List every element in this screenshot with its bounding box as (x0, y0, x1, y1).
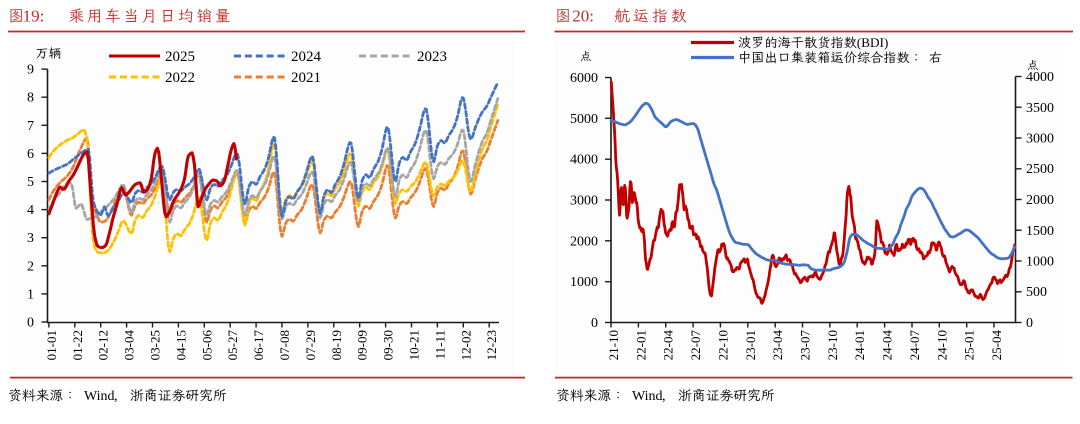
svg-text:2022: 2022 (165, 70, 195, 86)
svg-text:2025: 2025 (165, 49, 195, 65)
svg-text:0: 0 (1026, 316, 1033, 331)
svg-text:3500: 3500 (1026, 101, 1054, 116)
svg-text:7: 7 (27, 119, 34, 134)
svg-text:1500: 1500 (1026, 224, 1054, 239)
svg-text:4000: 4000 (1026, 70, 1054, 85)
svg-text:07-08: 07-08 (277, 330, 292, 360)
svg-text:21-10: 21-10 (606, 330, 621, 360)
svg-text:6000: 6000 (570, 71, 598, 86)
svg-text:3000: 3000 (570, 194, 598, 209)
svg-text:2021: 2021 (291, 70, 321, 86)
svg-text:0: 0 (591, 316, 598, 331)
svg-text:5000: 5000 (570, 112, 598, 127)
svg-text:22-07: 22-07 (688, 330, 703, 361)
svg-text:12-02: 12-02 (458, 330, 473, 360)
svg-text:02-12: 02-12 (96, 330, 111, 360)
svg-text:11-11: 11-11 (432, 330, 447, 359)
svg-text:04-15: 04-15 (173, 330, 188, 360)
svg-text:1000: 1000 (570, 275, 598, 290)
svg-text:8: 8 (27, 91, 34, 106)
svg-text:25-04: 25-04 (989, 330, 1004, 361)
svg-text:3: 3 (27, 231, 34, 246)
svg-text:6: 6 (27, 147, 34, 162)
svg-text:24-04: 24-04 (880, 330, 895, 361)
svg-text:07-29: 07-29 (303, 330, 318, 360)
svg-text:22-04: 22-04 (661, 330, 676, 361)
svg-text:9: 9 (27, 63, 34, 78)
svg-text:10-21: 10-21 (406, 330, 421, 360)
svg-text:03-25: 03-25 (147, 330, 162, 360)
svg-text:24-01: 24-01 (852, 330, 867, 360)
svg-text:23-10: 23-10 (825, 330, 840, 360)
svg-text:05-27: 05-27 (225, 330, 240, 361)
svg-text:5: 5 (27, 175, 34, 190)
svg-text:25-01: 25-01 (962, 330, 977, 360)
svg-text:24-10: 24-10 (934, 330, 949, 360)
svg-text:23-07: 23-07 (797, 330, 812, 361)
svg-text:Wind: Wind (84, 389, 115, 404)
svg-text:12-23: 12-23 (484, 330, 499, 360)
svg-text:24-07: 24-07 (907, 330, 922, 361)
svg-text:09-30: 09-30 (381, 330, 396, 360)
svg-text:2500: 2500 (1026, 162, 1054, 177)
svg-text:4: 4 (27, 203, 34, 218)
svg-text:03-04: 03-04 (122, 330, 137, 361)
svg-text:22-01: 22-01 (633, 330, 648, 360)
svg-text:08-19: 08-19 (329, 330, 344, 360)
svg-text:01-22: 01-22 (70, 330, 85, 360)
svg-text:Wind: Wind (632, 389, 663, 404)
svg-text:1000: 1000 (1026, 255, 1054, 270)
svg-text:22-10: 22-10 (715, 330, 730, 360)
svg-text:20:: 20: (572, 7, 594, 26)
svg-text:2023: 2023 (417, 49, 447, 65)
svg-text:3000: 3000 (1026, 132, 1054, 147)
svg-text:0: 0 (27, 316, 34, 331)
svg-text:01-01: 01-01 (44, 330, 59, 360)
svg-text:23-01: 23-01 (743, 330, 758, 360)
svg-text:2000: 2000 (1026, 193, 1054, 208)
svg-text:500: 500 (1026, 285, 1047, 300)
svg-text:2000: 2000 (570, 234, 598, 249)
svg-text:23-04: 23-04 (770, 330, 785, 361)
svg-text:05-06: 05-06 (199, 330, 214, 361)
svg-text:1: 1 (27, 287, 34, 302)
svg-text:19:: 19: (23, 7, 45, 26)
svg-text:4000: 4000 (570, 153, 598, 168)
svg-text:2: 2 (27, 259, 34, 274)
svg-text:06-17: 06-17 (251, 330, 266, 361)
svg-text:09-09: 09-09 (355, 330, 370, 360)
svg-text:2024: 2024 (291, 49, 322, 65)
